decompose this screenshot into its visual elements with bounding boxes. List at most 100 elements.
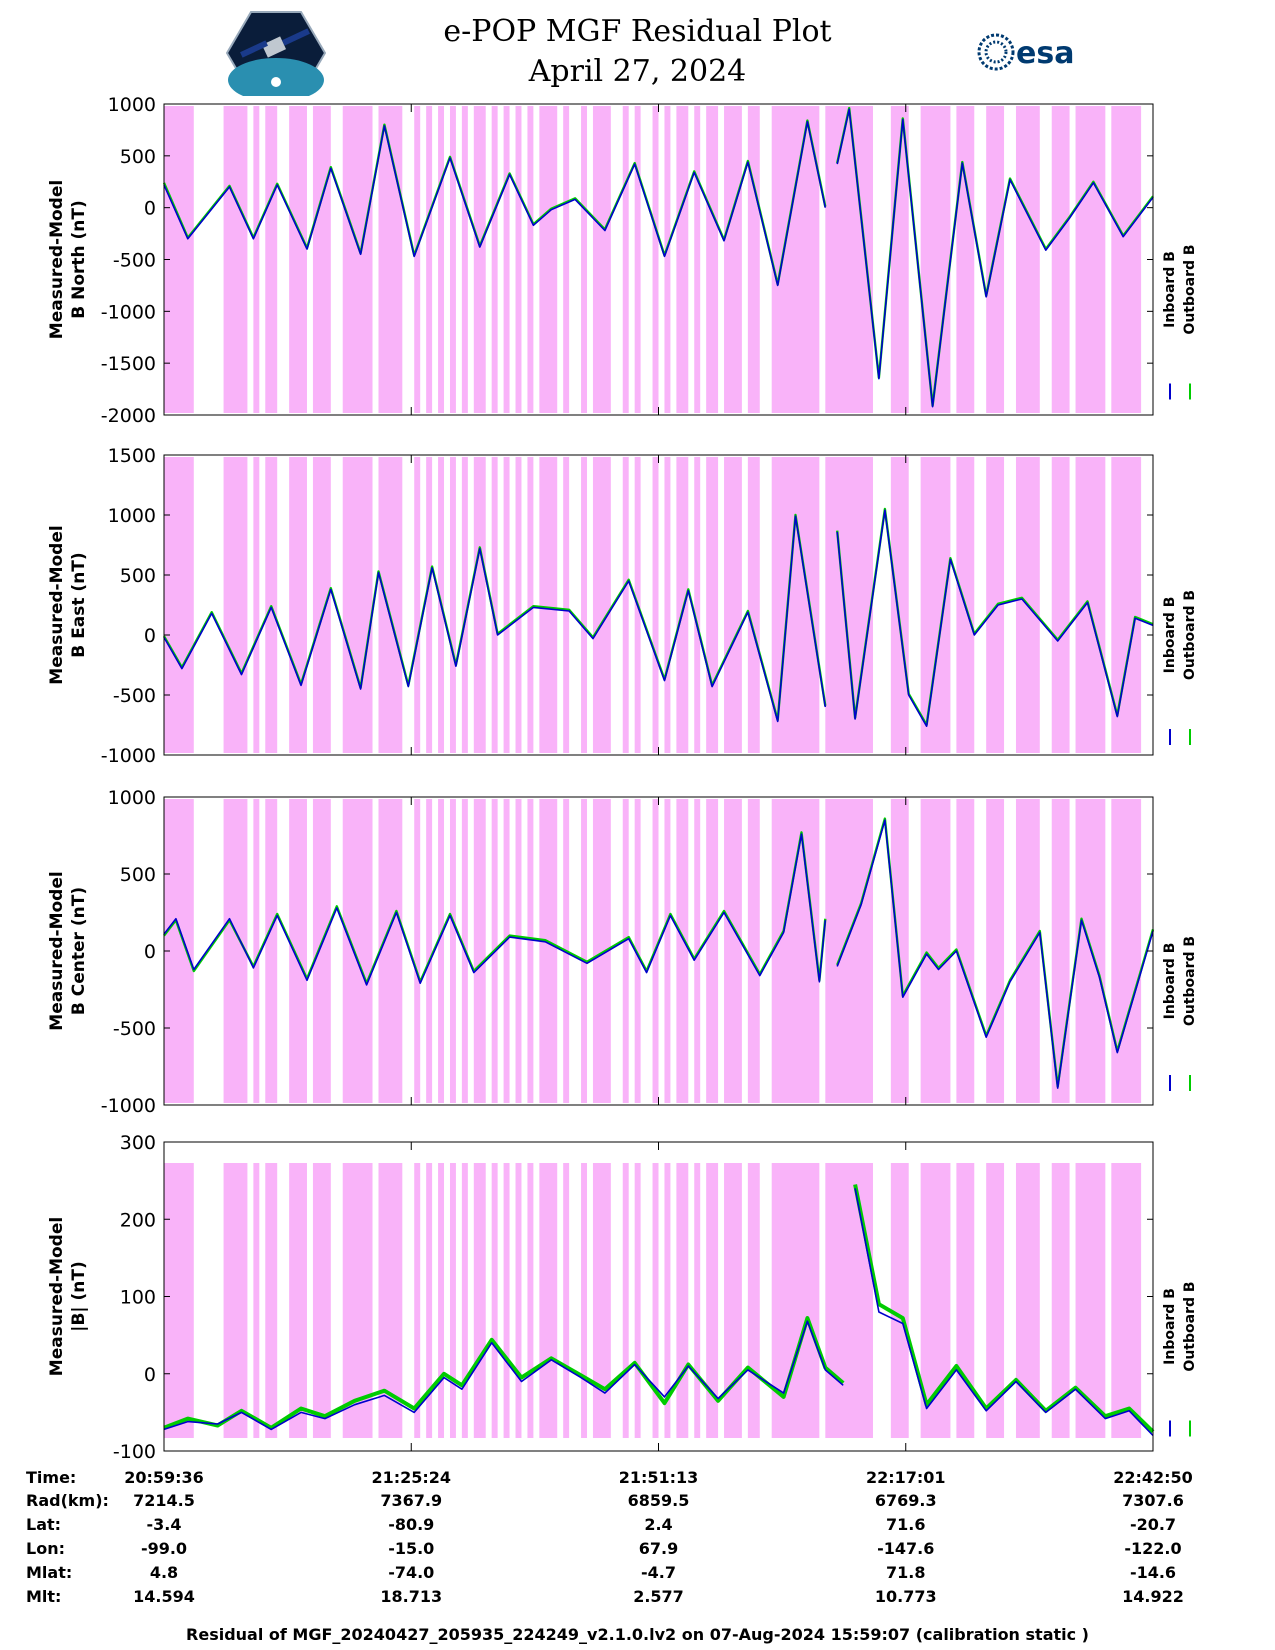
table-value: 14.922 bbox=[1122, 1587, 1184, 1606]
shaded-interval bbox=[491, 457, 498, 753]
shaded-interval bbox=[676, 457, 689, 753]
shaded-interval bbox=[825, 457, 873, 753]
y-tick-label: -1000 bbox=[101, 745, 156, 767]
panel-4: 300 200 100 0 -100 Measured-Model |B| (nT) Inbo… bbox=[47, 1132, 1198, 1463]
y-tick-label: -100 bbox=[113, 1441, 156, 1463]
table-value: 18.713 bbox=[380, 1587, 443, 1606]
y-tick-label: 500 bbox=[120, 864, 156, 886]
shaded-interval bbox=[223, 457, 248, 753]
series-line-inboard bbox=[163, 108, 1154, 408]
table-value: 22:17:01 bbox=[865, 1468, 946, 1487]
y-axis-label-line: B Center (nT) bbox=[69, 887, 89, 1015]
chart-title: e-POP MGF Residual Plot bbox=[443, 14, 832, 49]
shaded-interval bbox=[694, 457, 701, 753]
table-value: -122.0 bbox=[1124, 1539, 1182, 1558]
shaded-interval bbox=[592, 457, 611, 753]
panel-2: 1500 1000 500 0 -500 -1000 Measured-Model B Eas… bbox=[47, 445, 1198, 767]
shaded-interval bbox=[312, 799, 331, 1103]
shaded-interval bbox=[449, 457, 456, 753]
table-value: 7367.9 bbox=[380, 1491, 443, 1510]
esa-logo-text: esa bbox=[1016, 36, 1074, 71]
shaded-interval bbox=[706, 457, 719, 753]
shaded-interval bbox=[426, 1163, 433, 1438]
shaded-interval bbox=[747, 799, 760, 1103]
shaded-interval bbox=[664, 1163, 671, 1438]
table-value: -80.9 bbox=[388, 1515, 435, 1534]
shaded-interval bbox=[676, 106, 689, 413]
shaded-interval bbox=[890, 1163, 909, 1438]
shaded-interval bbox=[515, 1163, 522, 1438]
legend: Inboard B Outboard B bbox=[1162, 936, 1198, 1091]
footer-caption: Residual of MGF_20240427_205935_224249_v… bbox=[186, 1625, 1089, 1644]
series-line-inboard bbox=[163, 509, 1154, 727]
legend-label: Outboard B bbox=[1182, 244, 1198, 334]
shaded-interval bbox=[515, 457, 522, 753]
residual-plot-panels: 10005000-500-1000-1500-2000Measured-Mode… bbox=[47, 94, 1198, 1463]
table-value: 6769.3 bbox=[874, 1491, 937, 1510]
shaded-interval bbox=[461, 1163, 468, 1438]
shaded-interval bbox=[706, 106, 719, 413]
table-value: -147.6 bbox=[877, 1539, 935, 1558]
table-value: 2.577 bbox=[633, 1587, 684, 1606]
shaded-interval bbox=[694, 106, 701, 413]
shaded-interval bbox=[1051, 457, 1070, 753]
legend-label: Inboard B bbox=[1162, 1288, 1178, 1365]
y-axis-label: Measured-Model B North (nT) bbox=[47, 180, 89, 339]
shaded-interval bbox=[634, 106, 641, 413]
shaded-interval bbox=[438, 106, 445, 413]
shaded-interval bbox=[491, 106, 498, 413]
shaded-interval bbox=[920, 457, 951, 753]
shaded-interval bbox=[253, 1163, 260, 1438]
table-value: -4.7 bbox=[641, 1563, 676, 1582]
shaded-interval bbox=[1051, 106, 1070, 413]
shaded-interval bbox=[986, 457, 1005, 753]
shaded-interval bbox=[694, 1163, 701, 1438]
shaded-interval bbox=[515, 799, 522, 1103]
shaded-interval bbox=[563, 106, 570, 413]
shaded-interval bbox=[747, 106, 760, 413]
shaded-interval bbox=[676, 1163, 689, 1438]
shaded-interval bbox=[634, 799, 641, 1103]
table-value: 22:42:50 bbox=[1113, 1468, 1193, 1487]
shaded-interval bbox=[473, 106, 486, 413]
y-tick-label: 500 bbox=[120, 565, 156, 587]
shaded-interval bbox=[724, 1163, 742, 1438]
shaded-interval bbox=[473, 1163, 486, 1438]
shaded-interval bbox=[825, 1163, 873, 1438]
table-value: -3.4 bbox=[146, 1515, 182, 1534]
y-axis-label-line: B North (nT) bbox=[69, 200, 89, 319]
y-axis-label: Measured-Model |B| (nT) bbox=[47, 1217, 89, 1376]
y-tick-label: -500 bbox=[113, 250, 156, 272]
shaded-interval bbox=[253, 457, 260, 753]
shaded-interval bbox=[747, 1163, 760, 1438]
table-label-lon: Lon: bbox=[26, 1539, 65, 1558]
table-value: -74.0 bbox=[388, 1563, 435, 1582]
shaded-interval bbox=[527, 457, 534, 753]
y-axis-label-line: Measured-Model bbox=[47, 180, 67, 339]
y-tick-label: 1000 bbox=[108, 94, 156, 116]
shaded-interval bbox=[1015, 1163, 1040, 1438]
shaded-interval bbox=[581, 106, 588, 413]
shaded-interval bbox=[289, 799, 307, 1103]
y-axis-label-line: Measured-Model bbox=[47, 1217, 67, 1376]
shaded-interval bbox=[265, 457, 278, 753]
shaded-interval bbox=[342, 106, 373, 413]
series-line-inboard bbox=[163, 819, 1154, 1089]
shaded-interval bbox=[1111, 1163, 1142, 1438]
y-tick-label: 0 bbox=[144, 941, 156, 963]
shaded-interval bbox=[694, 799, 701, 1103]
table-value: -15.0 bbox=[388, 1539, 435, 1558]
shaded-interval bbox=[539, 799, 558, 1103]
shaded-interval bbox=[1111, 799, 1142, 1103]
shaded-interval bbox=[503, 1163, 510, 1438]
y-tick-label: 200 bbox=[120, 1209, 156, 1231]
shaded-interval bbox=[771, 106, 820, 413]
shaded-interval bbox=[664, 457, 671, 753]
shaded-interval bbox=[986, 799, 1005, 1103]
shaded-interval bbox=[414, 106, 421, 413]
table-value: 71.6 bbox=[886, 1515, 926, 1534]
y-tick-label: 0 bbox=[144, 625, 156, 647]
shaded-interval bbox=[527, 1163, 534, 1438]
table-label-lat: Lat: bbox=[26, 1515, 62, 1534]
shaded-interval bbox=[664, 799, 671, 1103]
